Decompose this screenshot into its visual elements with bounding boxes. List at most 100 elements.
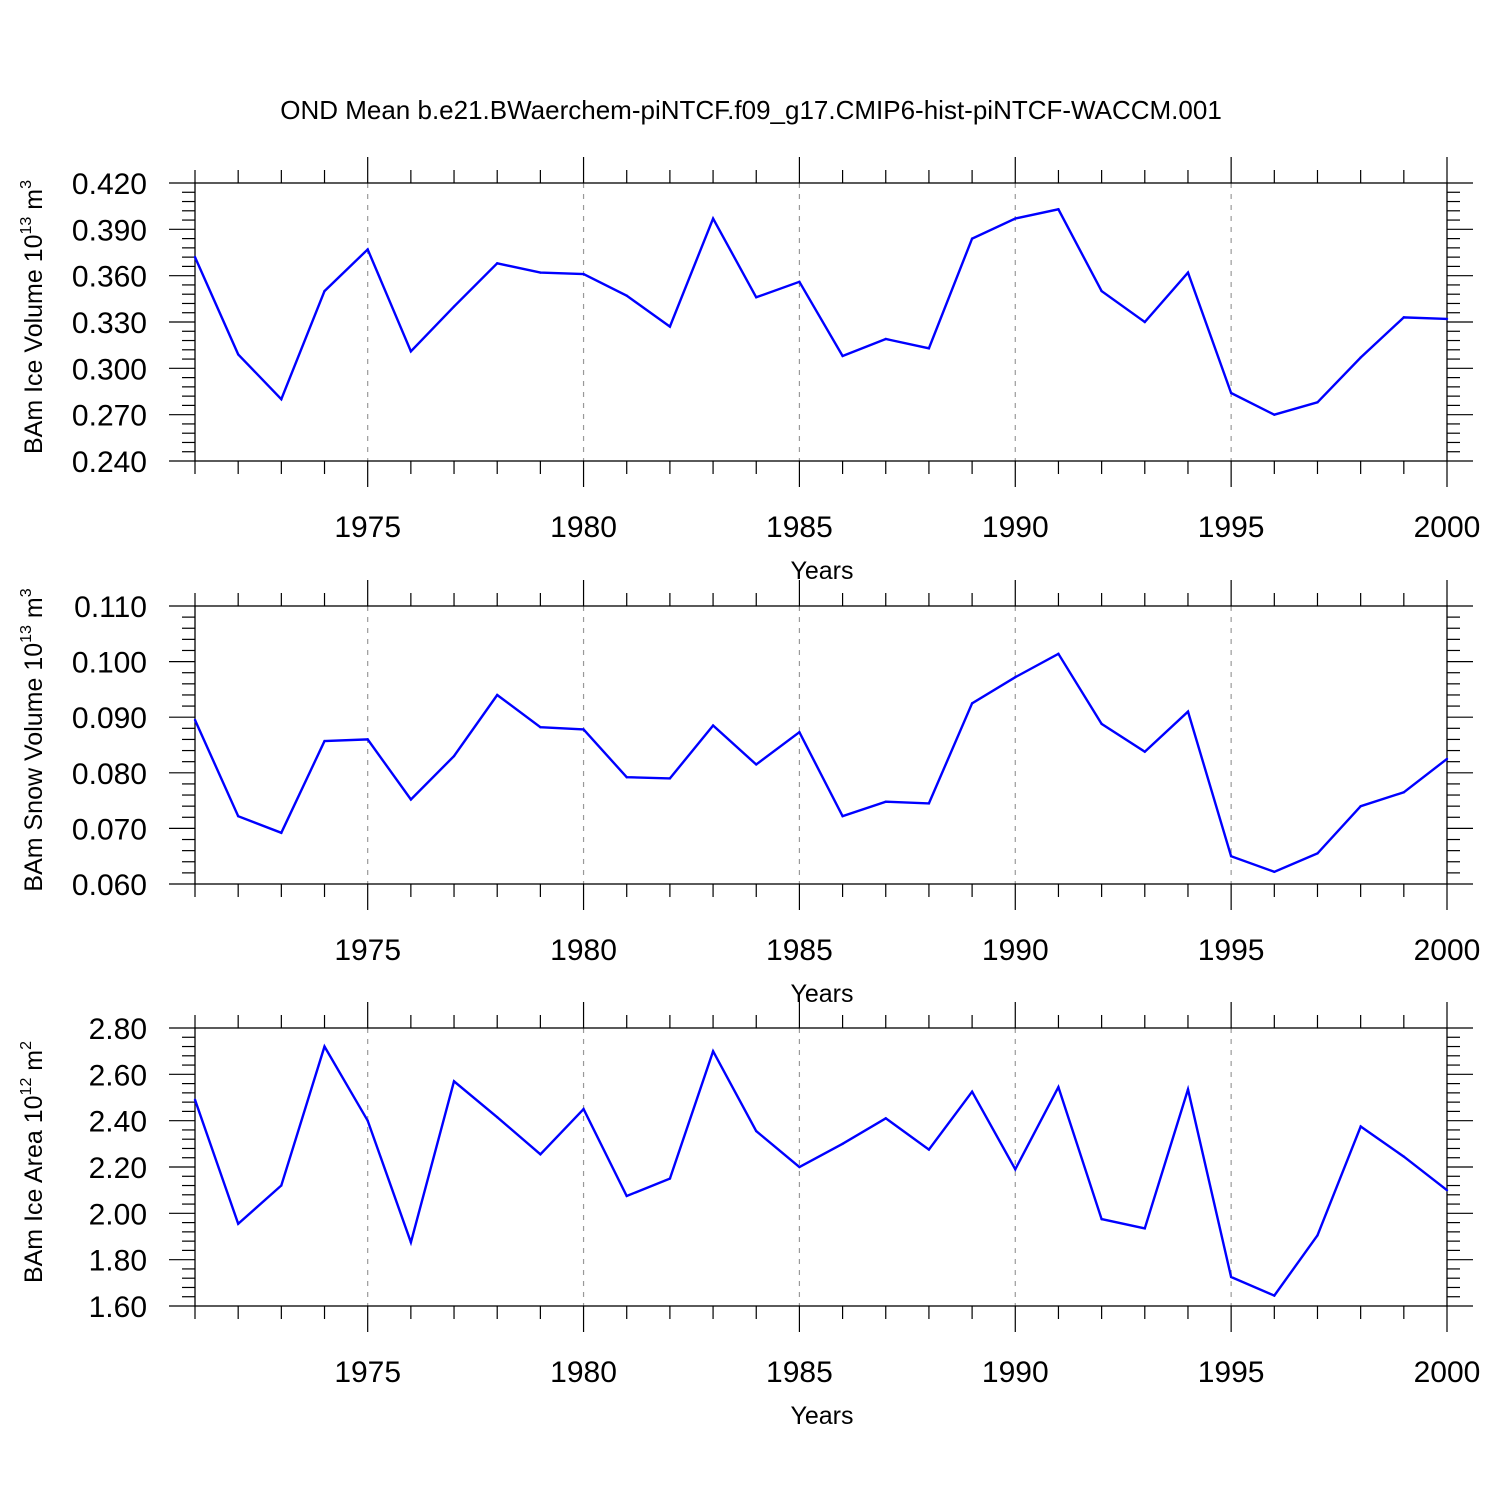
ice-volume-data-point — [1229, 391, 1233, 395]
snow-volume-x-tick-label: 2000 — [1414, 934, 1481, 967]
snow-volume-x-tick-label: 1980 — [550, 934, 617, 967]
ice-area-data-point — [409, 1241, 413, 1244]
snow-volume-y-tick-label: 0.060 — [72, 869, 147, 902]
ice-volume-data-point — [1100, 289, 1103, 293]
ice-area-data-point — [1057, 1085, 1060, 1089]
ice-volume-data-point — [1057, 208, 1060, 211]
ice-volume-data-point — [625, 294, 628, 297]
snow-volume-data-point — [1445, 757, 1449, 761]
ice-volume-data-point — [927, 347, 931, 350]
ice-volume-data-point — [841, 354, 844, 358]
ice-area-data-point — [668, 1177, 672, 1180]
snow-volume-data-point — [280, 831, 283, 835]
ice-volume-series-line — [193, 207, 1448, 416]
ice-volume-y-tick-label: 0.360 — [72, 261, 147, 294]
snow-volume-data-point — [668, 777, 672, 780]
ice-volume-data-point — [1402, 316, 1406, 319]
snow-volume-data-point — [236, 814, 240, 818]
ice-volume-data-point — [798, 280, 801, 284]
ice-area-y-tick-label: 2.40 — [89, 1106, 147, 1139]
ice-volume-data-point — [236, 353, 240, 356]
snow-volume-data-point — [1186, 710, 1190, 713]
ice-volume-y-tick-label: 0.270 — [72, 400, 147, 433]
ice-volume-y-tick-label: 0.390 — [72, 214, 147, 247]
ice-volume-data-point — [409, 350, 413, 353]
snow-volume-y-tick-label: 0.080 — [72, 758, 147, 791]
ice-area-x-axis-label: Years — [790, 1402, 853, 1430]
snow-volume-data-point — [927, 802, 931, 805]
snow-volume-data-point — [1100, 722, 1103, 726]
ice-volume-data-point — [1143, 320, 1146, 324]
snow-volume-data-point — [1057, 652, 1060, 656]
ice-volume-data-point — [280, 398, 283, 401]
ice-area-data-point — [884, 1117, 887, 1120]
figure-title: OND Mean b.e21.BWaerchem-piNTCF.f09_g17.… — [280, 95, 1222, 125]
ice-area-y-tick-label: 1.60 — [89, 1291, 147, 1324]
ice-volume-x-tick-label: 1985 — [766, 511, 833, 544]
ice-area-data-point — [1143, 1227, 1146, 1230]
ice-volume-x-tick-label: 1975 — [334, 511, 401, 544]
panel-ice-volume: 0.420 0.390 0.360 0.330 0.300 0.270 0.240 1975 1… — [18, 157, 1480, 585]
ice-area-data-point — [280, 1184, 283, 1187]
ice-area-y-tick-label: 2.80 — [89, 1013, 147, 1046]
ice-area-data-point — [841, 1142, 844, 1146]
ice-volume-data-point — [668, 325, 672, 328]
snow-volume-data-point — [755, 763, 758, 766]
snow-volume-data-point — [366, 738, 369, 741]
snow-volume-data-point — [539, 726, 542, 729]
panel-snow-volume: 0.110 0.100 0.090 0.080 0.070 0.060 1975 1980 19… — [18, 580, 1480, 1008]
ice-volume-data-point — [1316, 401, 1319, 404]
ice-area-x-tick-label: 1975 — [334, 1356, 401, 1389]
snow-volume-x-tick-label: 1990 — [982, 934, 1049, 967]
panel-ice-area: 2.80 2.60 2.40 2.20 2.00 1.80 1.60 1975 1980 1985… — [18, 1002, 1480, 1430]
ice-volume-y-tick-label: 0.330 — [72, 307, 147, 340]
ice-area-y-tick-label: 2.20 — [89, 1152, 147, 1185]
snow-volume-data-point — [1229, 855, 1233, 858]
ice-volume-x-axis-label: Years — [790, 557, 853, 585]
snow-volume-y-axis-label: BAm Snow Volume 1013 m3 — [18, 588, 48, 891]
snow-volume-data-point — [1143, 750, 1146, 753]
snow-volume-data-point — [582, 728, 585, 731]
snow-volume-data-point — [711, 724, 715, 727]
ice-volume-x-tick-label: 1980 — [550, 511, 617, 544]
snow-volume-data-point — [193, 718, 197, 722]
snow-volume-data-point — [884, 800, 887, 803]
ice-area-data-point — [1445, 1188, 1449, 1192]
snow-volume-data-point — [323, 739, 326, 743]
snow-volume-data-point — [496, 693, 499, 697]
ice-area-data-point — [1014, 1168, 1017, 1171]
ice-volume-plot-frame — [194, 182, 1448, 462]
ice-area-data-point — [1229, 1275, 1233, 1279]
ice-area-data-point — [366, 1119, 369, 1122]
ice-area-y-axis-label: BAm Ice Area 1012 m2 — [18, 1041, 48, 1283]
ice-area-data-point — [323, 1045, 326, 1048]
ice-area-data-point — [625, 1194, 628, 1198]
ice-volume-data-point — [1359, 356, 1362, 359]
ice-area-data-point — [1402, 1155, 1406, 1158]
ice-volume-data-point — [366, 248, 369, 251]
ice-area-data-point — [1100, 1217, 1103, 1221]
ice-volume-data-point — [496, 262, 499, 265]
ice-area-y-tick-label: 1.80 — [89, 1245, 147, 1278]
ice-area-data-point — [452, 1080, 456, 1083]
ice-volume-data-point — [582, 272, 585, 276]
ice-volume-data-point — [1273, 413, 1276, 416]
ice-area-y-tick-label: 2.60 — [89, 1059, 147, 1092]
ice-area-data-point — [236, 1222, 240, 1225]
snow-volume-y-tick-label: 0.090 — [72, 702, 147, 735]
ice-area-data-point — [1359, 1125, 1362, 1128]
snow-volume-data-point — [1316, 852, 1319, 855]
ice-volume-data-point — [1014, 217, 1017, 220]
ice-volume-y-tick-label: 0.240 — [72, 446, 147, 479]
ice-area-x-tick-label: 1990 — [982, 1356, 1049, 1389]
ice-area-data-point — [1273, 1294, 1276, 1297]
snow-volume-x-tick-label: 1985 — [766, 934, 833, 967]
ice-area-data-point — [582, 1107, 585, 1111]
ice-volume-data-point — [539, 271, 542, 274]
ice-area-series-line — [193, 1043, 1448, 1298]
ice-area-data-point — [927, 1148, 931, 1151]
ice-area-x-tick-label: 1980 — [550, 1356, 617, 1389]
ice-area-x-tick-label: 2000 — [1414, 1356, 1481, 1389]
ice-area-data-point — [193, 1098, 197, 1102]
